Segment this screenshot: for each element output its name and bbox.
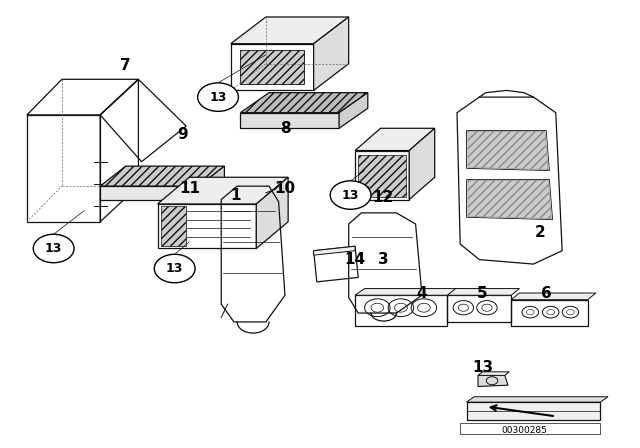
Text: 3: 3 (378, 252, 389, 267)
Polygon shape (161, 206, 186, 246)
Polygon shape (409, 128, 435, 199)
Polygon shape (256, 177, 288, 249)
Polygon shape (241, 50, 304, 84)
Circle shape (330, 181, 371, 209)
Text: 13: 13 (45, 242, 62, 255)
Text: 9: 9 (178, 127, 188, 142)
Text: 14: 14 (344, 252, 365, 267)
Polygon shape (355, 289, 457, 295)
Polygon shape (478, 375, 508, 387)
Polygon shape (199, 166, 225, 199)
Text: 8: 8 (280, 121, 291, 136)
Circle shape (154, 254, 195, 283)
Polygon shape (241, 113, 339, 128)
Polygon shape (358, 155, 406, 197)
Text: 13: 13 (166, 262, 184, 275)
Text: 1: 1 (230, 188, 241, 202)
Text: 13: 13 (342, 189, 359, 202)
Text: 00300285: 00300285 (501, 426, 547, 435)
Polygon shape (355, 128, 435, 151)
Text: 12: 12 (372, 190, 393, 205)
Text: 6: 6 (541, 285, 552, 301)
Polygon shape (100, 166, 225, 186)
Polygon shape (241, 93, 368, 113)
Polygon shape (447, 289, 520, 295)
Polygon shape (157, 177, 288, 204)
Polygon shape (314, 17, 349, 90)
Polygon shape (511, 293, 596, 300)
Polygon shape (478, 372, 509, 375)
Text: 10: 10 (275, 181, 296, 196)
Polygon shape (468, 181, 551, 219)
Text: 7: 7 (120, 58, 131, 73)
Polygon shape (231, 17, 349, 44)
Polygon shape (314, 246, 355, 255)
Polygon shape (468, 131, 548, 170)
Text: 4: 4 (417, 285, 428, 301)
Polygon shape (354, 186, 368, 199)
Polygon shape (339, 93, 368, 128)
Polygon shape (100, 186, 199, 199)
Circle shape (198, 83, 239, 112)
Circle shape (33, 234, 74, 263)
Text: 13: 13 (209, 90, 227, 103)
Text: 11: 11 (179, 181, 200, 196)
Text: 13: 13 (472, 360, 493, 375)
Text: 2: 2 (534, 225, 545, 241)
Polygon shape (467, 402, 600, 420)
Text: 5: 5 (477, 285, 488, 301)
Polygon shape (467, 397, 608, 402)
